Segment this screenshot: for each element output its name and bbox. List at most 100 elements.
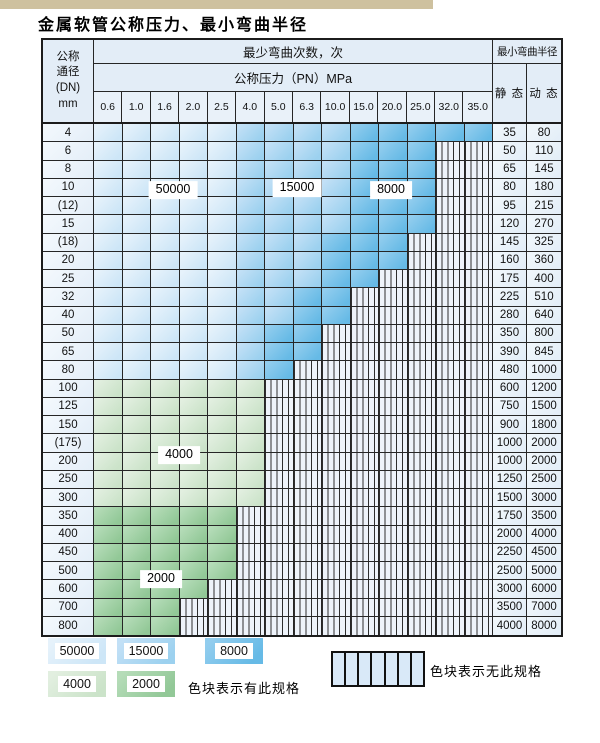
no-spec-cell <box>464 178 493 197</box>
spec-cell-50000 <box>179 288 208 307</box>
cycle-count-label: 15000 <box>272 179 322 197</box>
no-spec-cell <box>464 324 493 343</box>
static-radius-cell: 95 <box>493 197 527 216</box>
spec-cell-50000 <box>122 288 151 307</box>
no-spec-cell <box>293 580 322 599</box>
no-spec-cell <box>407 397 436 416</box>
no-spec-cell <box>436 489 465 508</box>
table-row: 700 3500 7000 <box>43 598 561 617</box>
no-spec-cell <box>407 251 436 270</box>
no-spec-cell <box>293 489 322 508</box>
no-spec-cell <box>179 598 208 617</box>
spec-cell-50000 <box>151 142 180 161</box>
spec-cell-8000 <box>350 197 379 216</box>
dn-cell: (12) <box>43 197 94 216</box>
no-spec-cell <box>350 562 379 581</box>
spec-cell-8000 <box>322 306 351 325</box>
dn-cell: 15 <box>43 215 94 234</box>
spec-cell-4000 <box>122 379 151 398</box>
no-spec-legend-cell <box>385 653 399 685</box>
no-spec-cell <box>293 562 322 581</box>
dynamic-radius-cell: 7000 <box>527 598 561 617</box>
table-row: 25 175 400 <box>43 270 561 289</box>
spec-cell-50000 <box>122 251 151 270</box>
dynamic-radius-cell: 6000 <box>527 580 561 599</box>
spec-cell-50000 <box>151 343 180 362</box>
no-spec-cell <box>265 379 294 398</box>
static-radius-cell: 175 <box>493 270 527 289</box>
no-spec-cell <box>379 616 408 635</box>
dynamic-radius-cell: 3000 <box>527 489 561 508</box>
spec-cell-50000 <box>94 306 123 325</box>
spec-cell-4000 <box>208 470 237 489</box>
no-spec-cell <box>379 434 408 453</box>
dn-cell: 8 <box>43 160 94 179</box>
pressure-column-header: 25.0 <box>407 92 436 122</box>
no-spec-cell <box>236 616 265 635</box>
no-spec-cell <box>350 306 379 325</box>
static-radius-cell: 160 <box>493 251 527 270</box>
no-spec-cell <box>379 470 408 489</box>
spec-cell-50000 <box>179 343 208 362</box>
no-spec-cell <box>322 361 351 380</box>
dynamic-radius-cell: 2500 <box>527 470 561 489</box>
static-radius-cell: 4000 <box>493 616 527 635</box>
no-spec-cell <box>436 251 465 270</box>
spec-cell-50000 <box>94 361 123 380</box>
spec-table: 公称 通径 (DN) mm 最少弯曲次数，次 公称压力（PN）MPa 0.6 1.… <box>41 38 563 637</box>
spec-cell-8000 <box>464 124 493 143</box>
spec-cell-50000 <box>151 270 180 289</box>
spec-cell-8000 <box>407 215 436 234</box>
no-spec-cell <box>322 470 351 489</box>
table-row: 100 600 1200 <box>43 379 561 398</box>
static-radius-cell: 280 <box>493 306 527 325</box>
static-radius-cell: 3000 <box>493 580 527 599</box>
spec-cell-50000 <box>122 324 151 343</box>
no-spec-cell <box>436 543 465 562</box>
no-spec-cell <box>350 616 379 635</box>
spec-cell-8000 <box>350 270 379 289</box>
dynamic-radius-cell: 2000 <box>527 434 561 453</box>
spec-cell-4000 <box>208 416 237 435</box>
no-spec-cell <box>379 397 408 416</box>
no-spec-cell <box>265 598 294 617</box>
no-spec-cell <box>379 525 408 544</box>
legend-swatch-label: 8000 <box>215 642 253 660</box>
spec-cell-50000 <box>208 124 237 143</box>
no-spec-cell <box>436 233 465 252</box>
spec-cell-50000 <box>94 324 123 343</box>
spec-cell-2000 <box>122 598 151 617</box>
spec-cell-8000 <box>265 361 294 380</box>
spec-cell-8000 <box>322 270 351 289</box>
no-spec-cell <box>407 343 436 362</box>
dn-cell: 6 <box>43 142 94 161</box>
no-spec-cell <box>208 616 237 635</box>
dn-cell: 400 <box>43 525 94 544</box>
no-spec-cell <box>350 598 379 617</box>
no-spec-cell <box>436 525 465 544</box>
dn-cell: 450 <box>43 543 94 562</box>
dn-cell: 150 <box>43 416 94 435</box>
table-row: 32 225 510 <box>43 288 561 307</box>
no-spec-cell <box>464 416 493 435</box>
no-spec-cell <box>464 525 493 544</box>
no-spec-cell <box>464 543 493 562</box>
spec-cell-15000 <box>265 306 294 325</box>
no-spec-cell <box>436 215 465 234</box>
spec-cell-50000 <box>179 215 208 234</box>
pressure-column-header: 35.0 <box>467 101 488 113</box>
header-dn-line: (DN) <box>55 82 81 94</box>
spec-cell-15000 <box>236 251 265 270</box>
no-spec-cell <box>379 489 408 508</box>
dn-cell: (175) <box>43 434 94 453</box>
spec-cell-50000 <box>208 324 237 343</box>
spec-cell-50000 <box>122 306 151 325</box>
no-spec-cell <box>293 507 322 526</box>
spec-cell-15000 <box>293 215 322 234</box>
no-spec-cell <box>265 543 294 562</box>
header-dynamic: 动 态 <box>529 88 559 100</box>
spec-cell-8000 <box>265 324 294 343</box>
spec-cell-15000 <box>293 160 322 179</box>
spec-cell-50000 <box>208 178 237 197</box>
no-spec-cell <box>379 416 408 435</box>
